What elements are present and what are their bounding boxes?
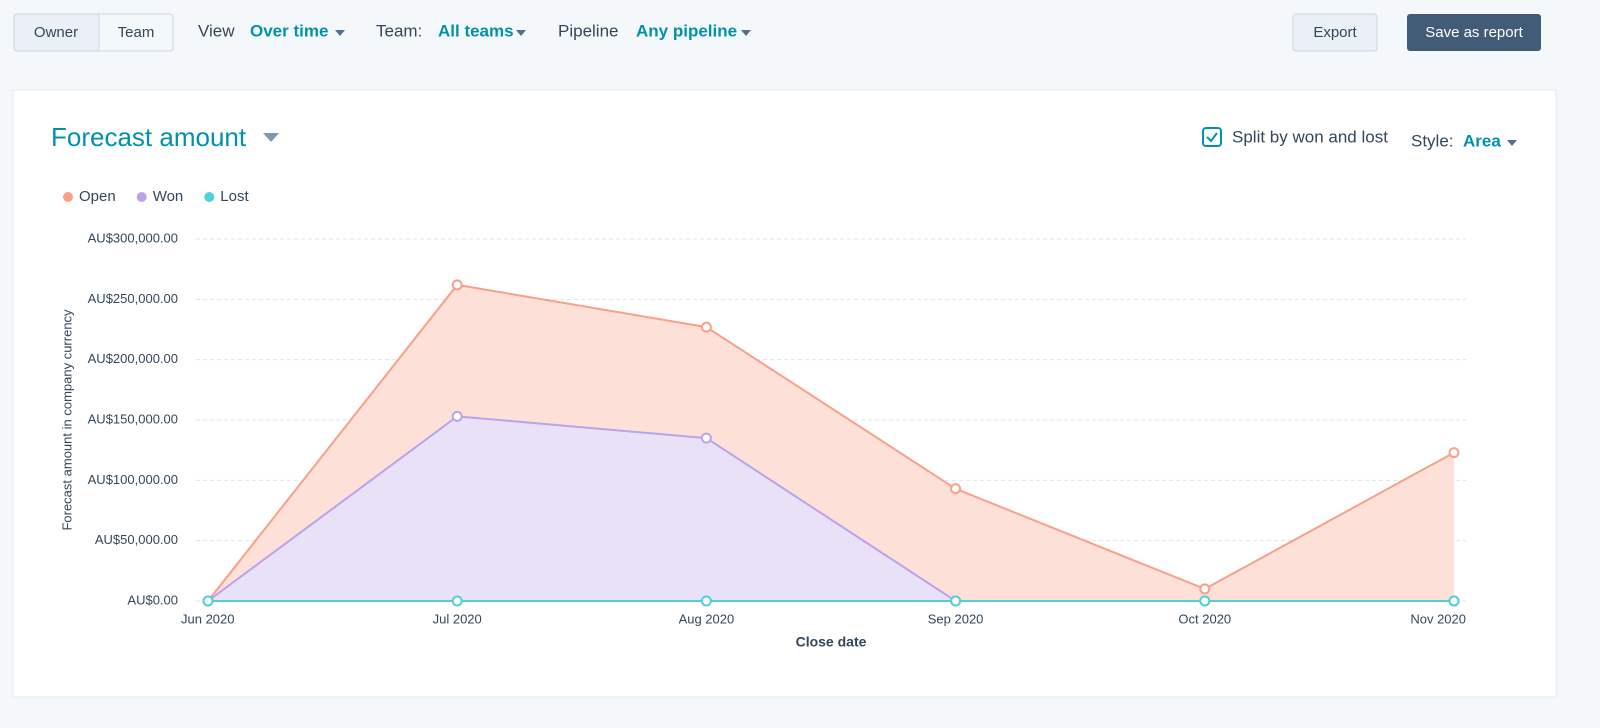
team-toggle-label[interactable]: Team — [118, 24, 155, 41]
y-tick-label: AU$150,000.00 — [88, 411, 178, 426]
y-tick-label: AU$0.00 — [127, 592, 178, 607]
style-dropdown[interactable]: Area — [1463, 131, 1501, 150]
checkbox[interactable] — [1202, 127, 1222, 147]
team-dropdown[interactable]: All teams — [438, 21, 514, 40]
x-tick-label: Aug 2020 — [679, 611, 735, 626]
pipeline-label: Pipeline — [558, 21, 619, 40]
caret — [263, 133, 279, 142]
x-tick-label: Sep 2020 — [928, 611, 984, 626]
y-tick-label: AU$200,000.00 — [88, 351, 178, 366]
y-tick-label: AU$50,000.00 — [95, 532, 178, 547]
owner-button[interactable] — [13, 13, 100, 52]
area — [208, 416, 1454, 601]
x-axis-title: Close date — [796, 634, 867, 650]
export-label: Export — [1313, 24, 1357, 41]
x-tick-label: Jun 2020 — [181, 611, 235, 626]
point — [700, 595, 712, 607]
save-label: Save as report — [1425, 24, 1523, 41]
view-label: View — [198, 21, 235, 40]
point — [700, 432, 712, 444]
legend-dot — [63, 192, 73, 202]
point — [1199, 583, 1211, 595]
y-axis-title: Forecast amount in company currency — [59, 309, 74, 531]
point — [451, 595, 463, 607]
point — [1199, 595, 1211, 607]
point — [1448, 447, 1460, 459]
legend-dot — [204, 192, 215, 202]
point — [950, 595, 962, 607]
export-button[interactable] — [1292, 13, 1378, 52]
point — [451, 279, 463, 291]
point — [950, 483, 962, 495]
legend-label: Open — [79, 188, 116, 205]
caret — [516, 30, 526, 36]
point — [202, 595, 214, 607]
caret — [741, 30, 751, 36]
legend-label: Lost — [220, 188, 249, 205]
x-tick-label: Oct 2020 — [1178, 611, 1231, 626]
y-tick-label: AU$250,000.00 — [88, 291, 178, 306]
owner-label: Owner — [34, 24, 78, 41]
save-button[interactable] — [1407, 14, 1541, 51]
point — [700, 321, 712, 333]
pipeline-dropdown[interactable]: Any pipeline — [636, 21, 737, 40]
x-tick-label: Nov 2020 — [1410, 611, 1466, 626]
line — [207, 283, 1455, 602]
y-tick-label: AU$100,000.00 — [88, 472, 178, 487]
y-tick-label: AU$300,000.00 — [88, 230, 178, 245]
legend-label: Won — [153, 188, 184, 205]
point — [451, 410, 463, 422]
legend-dot — [136, 192, 147, 202]
checkmark — [1206, 132, 1218, 143]
view-dropdown[interactable]: Over time — [250, 21, 328, 40]
card-title[interactable]: Forecast amount — [51, 122, 247, 152]
caret — [1507, 140, 1517, 146]
split-label[interactable]: Split by won and lost — [1232, 127, 1388, 146]
team-label: Team: — [376, 21, 422, 40]
style-label: Style: — [1411, 131, 1454, 150]
caret — [335, 30, 345, 36]
point — [1448, 595, 1460, 607]
x-tick-label: Jul 2020 — [433, 611, 482, 626]
